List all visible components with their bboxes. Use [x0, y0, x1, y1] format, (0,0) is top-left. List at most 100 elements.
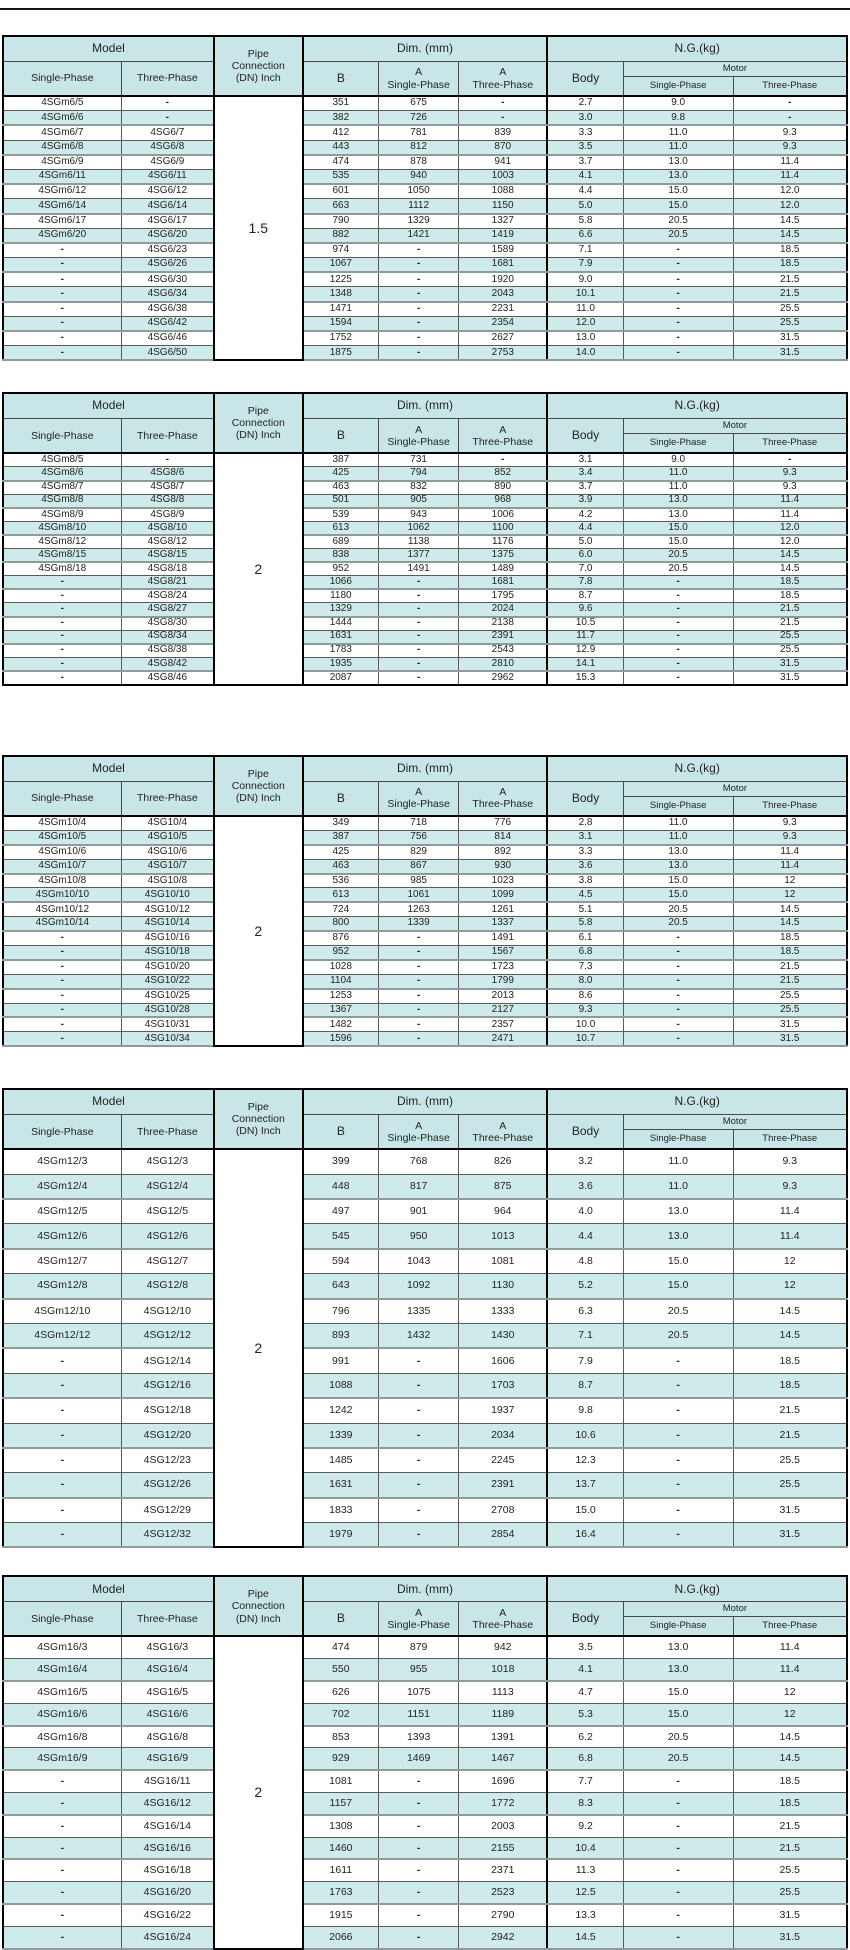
table-row: 4SGm12/7 4SG12/7 594 1043 1081 4.8 15.0 12: [2, 1248, 848, 1275]
cell-model-single-phase: 4SGm8/5: [2, 452, 122, 468]
cell-model-three-phase: 4SG6/8: [120, 139, 215, 156]
cell-model-single-phase: -: [2, 1925, 122, 1950]
cell-model-three-phase: 4SG6/38: [120, 301, 215, 317]
cell-ng-motor-single-phase: 13.0: [622, 168, 734, 186]
table-row: 4SGm12/8 4SG12/8 643 1092 1130 5.2 15.0 12: [2, 1273, 848, 1300]
cell-model-single-phase: 4SGm12/7: [2, 1248, 122, 1275]
cell-ng-motor-three-phase: 14.5: [732, 548, 848, 564]
cell-ng-motor-three-phase: 11.4: [732, 168, 848, 186]
cell-dim-b: 425: [301, 844, 380, 860]
cell-dim-a-single-phase: 1393: [378, 1725, 460, 1749]
cell-dim-a-three-phase: 2155: [458, 1836, 548, 1861]
cell-ng-motor-three-phase: 9.3: [732, 139, 848, 156]
table-row: 4SGm16/3 4SG16/3 2 474 879 942 3.5 13.0 11.4: [2, 1635, 848, 1950]
cell-dim-a-single-phase: 1151: [378, 1702, 460, 1727]
cell-ng-body: 6.1: [546, 930, 624, 946]
cell-ng-body: 4.0: [546, 1198, 624, 1225]
cell-dim-b: 412: [301, 124, 380, 141]
cell-ng-motor-three-phase: 31.5: [732, 670, 848, 686]
cell-dim-a-single-phase: -: [378, 1002, 460, 1019]
cell-dim-a-single-phase: 940: [378, 168, 460, 186]
cell-ng-motor-single-phase: 13.0: [622, 1635, 734, 1660]
table-row: -4SG10/22 1104-1799 8.0-21.5: [2, 973, 848, 990]
col-header-dim-mm: Dim. (mm): [301, 392, 548, 420]
cell-dim-a-single-phase: 1092: [378, 1273, 460, 1300]
cell-dim-b: 643: [301, 1273, 380, 1300]
cell-ng-motor-single-phase: -: [622, 1836, 734, 1861]
cell-dim-a-three-phase: 2357: [458, 1016, 548, 1033]
cell-ng-motor-three-phase: 12.0: [732, 520, 848, 536]
cell-ng-motor-single-phase: -: [622, 1792, 734, 1816]
cell-ng-motor-three-phase: 31.5: [732, 330, 848, 347]
cell-dim-b: 497: [301, 1198, 380, 1225]
table-row: 4SGm16/4 4SG16/4 550 955 1018 4.1 13.0 11.4: [2, 1658, 848, 1683]
cell-dim-a-single-phase: 731: [378, 452, 460, 468]
cell-dim-b: 387: [301, 829, 380, 846]
cell-ng-motor-three-phase: 18.5: [732, 1769, 848, 1794]
cell-model-three-phase: 4SG10/28: [120, 1002, 215, 1019]
cell-dim-a-single-phase: -: [378, 1422, 460, 1449]
cell-dim-a-three-phase: 968: [458, 493, 548, 509]
cell-dim-a-three-phase: 1703: [458, 1372, 548, 1400]
cell-ng-motor-single-phase: 15.0: [622, 1248, 734, 1275]
cell-dim-b: 796: [301, 1298, 380, 1324]
table-row: -4SG12/29 1833-2708 15.0-31.5: [2, 1497, 848, 1524]
cell-model-single-phase: -: [2, 257, 122, 274]
cell-model-three-phase: 4SG16/14: [120, 1814, 215, 1838]
cell-dim-b: 1631: [301, 629, 380, 645]
cell-model-three-phase: 4SG6/30: [120, 271, 215, 288]
cell-model-single-phase: 4SGm10/10: [2, 887, 122, 904]
cell-ng-motor-three-phase: 12: [732, 873, 848, 889]
cell-ng-motor-three-phase: 31.5: [732, 1031, 848, 1048]
cell-dim-a-single-phase: -: [378, 315, 460, 332]
cell-dim-a-three-phase: 1419: [458, 227, 548, 244]
cell-model-single-phase: 4SGm6/8: [2, 139, 122, 156]
cell-model-single-phase: 4SGm12/4: [2, 1173, 122, 1200]
col-header-b: B: [301, 780, 380, 817]
cell-model-single-phase: 4SGm16/6: [2, 1702, 122, 1727]
cell-dim-b: 594: [301, 1248, 380, 1275]
cell-ng-motor-single-phase: 11.0: [622, 466, 734, 482]
cell-dim-a-three-phase: 776: [458, 814, 548, 831]
col-header-pipe-connection: Pipe Connection (DN) Inch: [212, 1088, 304, 1150]
cell-model-three-phase: 4SG8/9: [120, 507, 215, 522]
cell-ng-motor-single-phase: 20.5: [622, 916, 734, 933]
cell-ng-body: 7.8: [546, 575, 624, 591]
cell-ng-motor-three-phase: 25.5: [732, 1472, 848, 1499]
table-row: -4SG12/26 1631-2391 13.7-25.5: [2, 1472, 848, 1499]
cell-model-single-phase: -: [2, 1031, 122, 1048]
table-row: -4SG10/28 1367-2127 9.3-25.5: [2, 1002, 848, 1019]
cell-model-three-phase: 4SG16/18: [120, 1858, 215, 1883]
cell-model-single-phase: 4SGm10/12: [2, 901, 122, 918]
col-header-body: Body: [546, 780, 624, 817]
spec-table-4sg10-group: Model Pipe Connection (DN) Inch Dim. (mm…: [2, 754, 848, 1048]
cell-model-single-phase: 4SGm10/6: [2, 844, 122, 860]
cell-ng-motor-single-phase: -: [622, 1522, 734, 1549]
cell-model-single-phase: 4SGm12/12: [2, 1322, 122, 1350]
cell-ng-body: 3.5: [546, 139, 624, 156]
cell-dim-a-single-phase: -: [378, 1522, 460, 1549]
cell-ng-motor-three-phase: 25.5: [732, 1447, 848, 1474]
cell-dim-a-three-phase: 1113: [458, 1680, 548, 1704]
cell-dim-a-single-phase: 1061: [378, 887, 460, 904]
cell-ng-motor-single-phase: 15.0: [622, 1273, 734, 1300]
table-row: -4SG16/20 1763-2523 12.5-25.5: [2, 1881, 848, 1906]
cell-model-single-phase: 4SGm6/6: [2, 110, 122, 127]
table-row: -4SG10/31 1482-2357 10.0-31.5: [2, 1016, 848, 1033]
cell-ng-body: 7.0: [546, 561, 624, 577]
table-row: 4SGm10/6 4SG10/6 425 829 892 3.3 13.0 11.4: [2, 844, 848, 860]
cell-ng-motor-three-phase: 21.5: [732, 959, 848, 975]
col-header-three-phase: Three-Phase: [120, 418, 215, 454]
col-header-ng-kg: N.G.(kg): [546, 755, 848, 782]
table-row: -4SG10/25 1253-2013 8.6-25.5: [2, 988, 848, 1004]
col-header-body: Body: [546, 61, 624, 97]
cell-dim-a-three-phase: 1013: [458, 1223, 548, 1250]
cell-dim-a-three-phase: 2391: [458, 1472, 548, 1499]
cell-ng-body: 8.6: [546, 988, 624, 1004]
cell-ng-motor-three-phase: 9.3: [732, 124, 848, 141]
cell-ng-motor-three-phase: 21.5: [732, 1397, 848, 1424]
cell-model-single-phase: -: [2, 286, 122, 303]
cell-dim-a-single-phase: -: [378, 330, 460, 347]
cell-dim-b: 1104: [301, 973, 380, 990]
table-row: -4SG12/20 1339-2034 10.6-21.5: [2, 1422, 848, 1449]
